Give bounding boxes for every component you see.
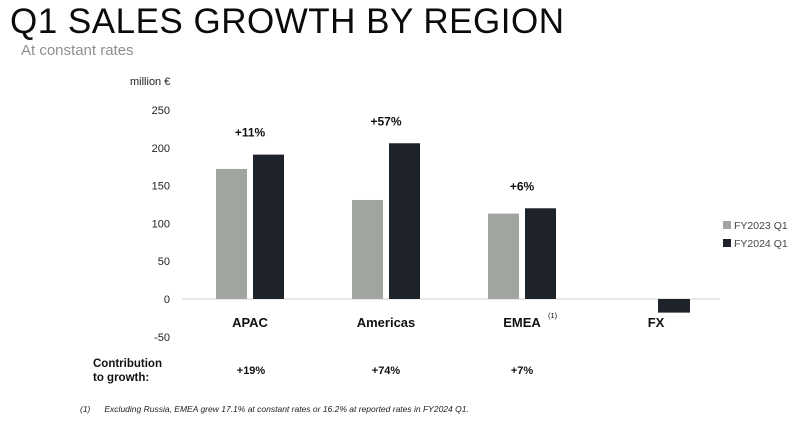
category-label: Americas: [357, 315, 416, 330]
bar-fy2023-apac: [216, 168, 247, 299]
y-tick-label: 0: [164, 294, 170, 306]
category-label: APAC: [232, 315, 268, 330]
contribution-emea: +7%: [510, 365, 534, 377]
growth-label: +57%: [370, 114, 401, 128]
footnote: (1) Excluding Russia, EMEA grew 17.1% at …: [80, 404, 469, 414]
contribution-label: Contribution to growth:: [93, 357, 162, 385]
growth-label: +11%: [235, 126, 266, 140]
contribution-label-line2: to growth:: [93, 372, 150, 384]
legend-label: FY2024 Q1: [734, 238, 788, 250]
legend-swatch: [723, 221, 731, 229]
category-label: FX: [648, 315, 665, 330]
growth-labels: +11% +57% +6%: [235, 114, 535, 193]
bar-fy2024-emea: [525, 208, 556, 299]
y-axis-unit-label: million €: [130, 76, 171, 88]
contribution-americas: +74%: [371, 365, 401, 377]
page-subtitle: At constant rates: [21, 42, 134, 59]
bar-fy2023-americas: [352, 199, 383, 299]
y-tick-label: 200: [152, 143, 170, 155]
bar-fy2024-fx: [658, 299, 690, 313]
bar-fy2024-americas: [389, 143, 420, 299]
category-label: EMEA: [503, 315, 541, 330]
y-tick-label: 150: [152, 181, 170, 193]
legend: FY2023 Q1 FY2024 Q1: [723, 220, 788, 250]
bar-fy2023-emea: [488, 213, 519, 299]
y-tick-label: 250: [152, 105, 170, 117]
contribution-apac: +19%: [236, 365, 266, 377]
y-tick-label: 50: [158, 256, 170, 268]
legend-swatch: [723, 239, 731, 247]
y-axis: -50 0 50 100 150 200 250: [152, 105, 170, 344]
x-axis: APAC Americas EMEA (1) FX: [232, 311, 665, 330]
footnote-text: Excluding Russia, EMEA grew 17.1% at con…: [104, 404, 469, 414]
y-tick-label: -50: [154, 332, 170, 344]
category-footnote-marker: (1): [548, 311, 558, 320]
legend-label: FY2023 Q1: [734, 220, 788, 232]
page-title: Q1 SALES GROWTH BY REGION: [10, 2, 565, 41]
y-tick-label: 100: [152, 218, 170, 230]
bar-fy2024-apac: [253, 154, 284, 299]
footnote-marker: (1): [80, 404, 91, 414]
growth-label: +6%: [510, 179, 535, 193]
bars: [216, 143, 690, 313]
contribution-label-line1: Contribution: [93, 358, 162, 370]
